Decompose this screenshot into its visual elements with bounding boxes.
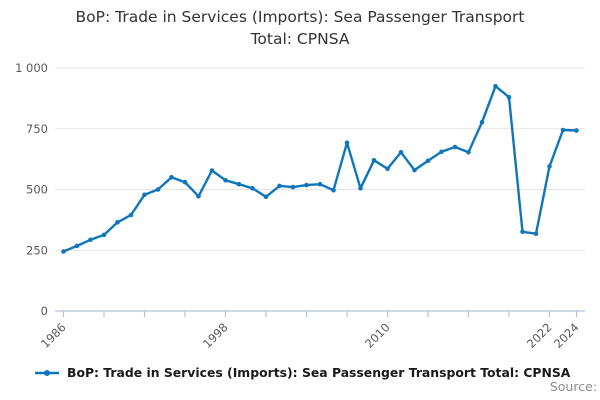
source-label: Source: (549, 379, 597, 394)
y-tick-label: 1 000 (15, 61, 48, 75)
data-point (290, 184, 296, 190)
data-point (574, 128, 579, 133)
data-point (155, 187, 161, 192)
data-point (277, 183, 282, 189)
data-point (196, 194, 201, 199)
data-point (506, 94, 512, 100)
data-point (101, 232, 107, 238)
data-point (169, 175, 174, 180)
data-point (466, 150, 471, 155)
x-tick-label: 1998 (200, 320, 231, 351)
chart-title: BoP: Trade in Services (Imports): Sea Pa… (0, 6, 600, 50)
x-tick-label: 2022 (524, 320, 555, 351)
y-tick-label: 750 (26, 122, 48, 136)
data-line (62, 84, 578, 253)
data-point (88, 237, 93, 243)
legend-line-marker-icon (35, 369, 59, 376)
data-point (142, 192, 147, 198)
data-point (547, 164, 552, 169)
data-point (439, 149, 444, 155)
data-point (520, 229, 525, 235)
data-point (331, 187, 336, 193)
data-point (533, 231, 539, 236)
legend-label: BoP: Trade in Services (Imports): Sea Pa… (67, 365, 571, 380)
data-point (250, 186, 255, 191)
data-point (371, 158, 377, 163)
data-point (74, 243, 80, 249)
data-point (128, 212, 134, 218)
data-point (412, 167, 417, 173)
data-point (452, 144, 458, 150)
x-tick-label: 2010 (362, 320, 393, 351)
data-point (304, 182, 309, 188)
data-point (493, 83, 498, 89)
data-point (425, 158, 431, 164)
data-point (115, 220, 120, 225)
data-point (317, 181, 323, 187)
y-tick-label: 500 (26, 183, 48, 197)
data-point (479, 119, 485, 125)
data-point (223, 178, 228, 183)
data-point (385, 166, 390, 172)
data-point (61, 249, 66, 254)
data-point (182, 179, 188, 185)
data-point (236, 181, 242, 187)
data-point (263, 194, 269, 200)
x-tick-label: 1986 (38, 320, 69, 351)
data-point (209, 168, 215, 173)
y-tick-label: 250 (26, 243, 48, 257)
data-point (560, 127, 566, 133)
legend: BoP: Trade in Services (Imports): Sea Pa… (34, 365, 570, 380)
chart-title-line1: BoP: Trade in Services (Imports): Sea Pa… (75, 8, 525, 26)
data-point (358, 186, 363, 191)
chart-title-line2: Total: CPNSA (250, 30, 350, 48)
data-point (398, 150, 404, 155)
data-point (344, 140, 350, 146)
y-tick-label: 0 (41, 304, 48, 318)
x-tick-label: 2024 (551, 320, 582, 351)
